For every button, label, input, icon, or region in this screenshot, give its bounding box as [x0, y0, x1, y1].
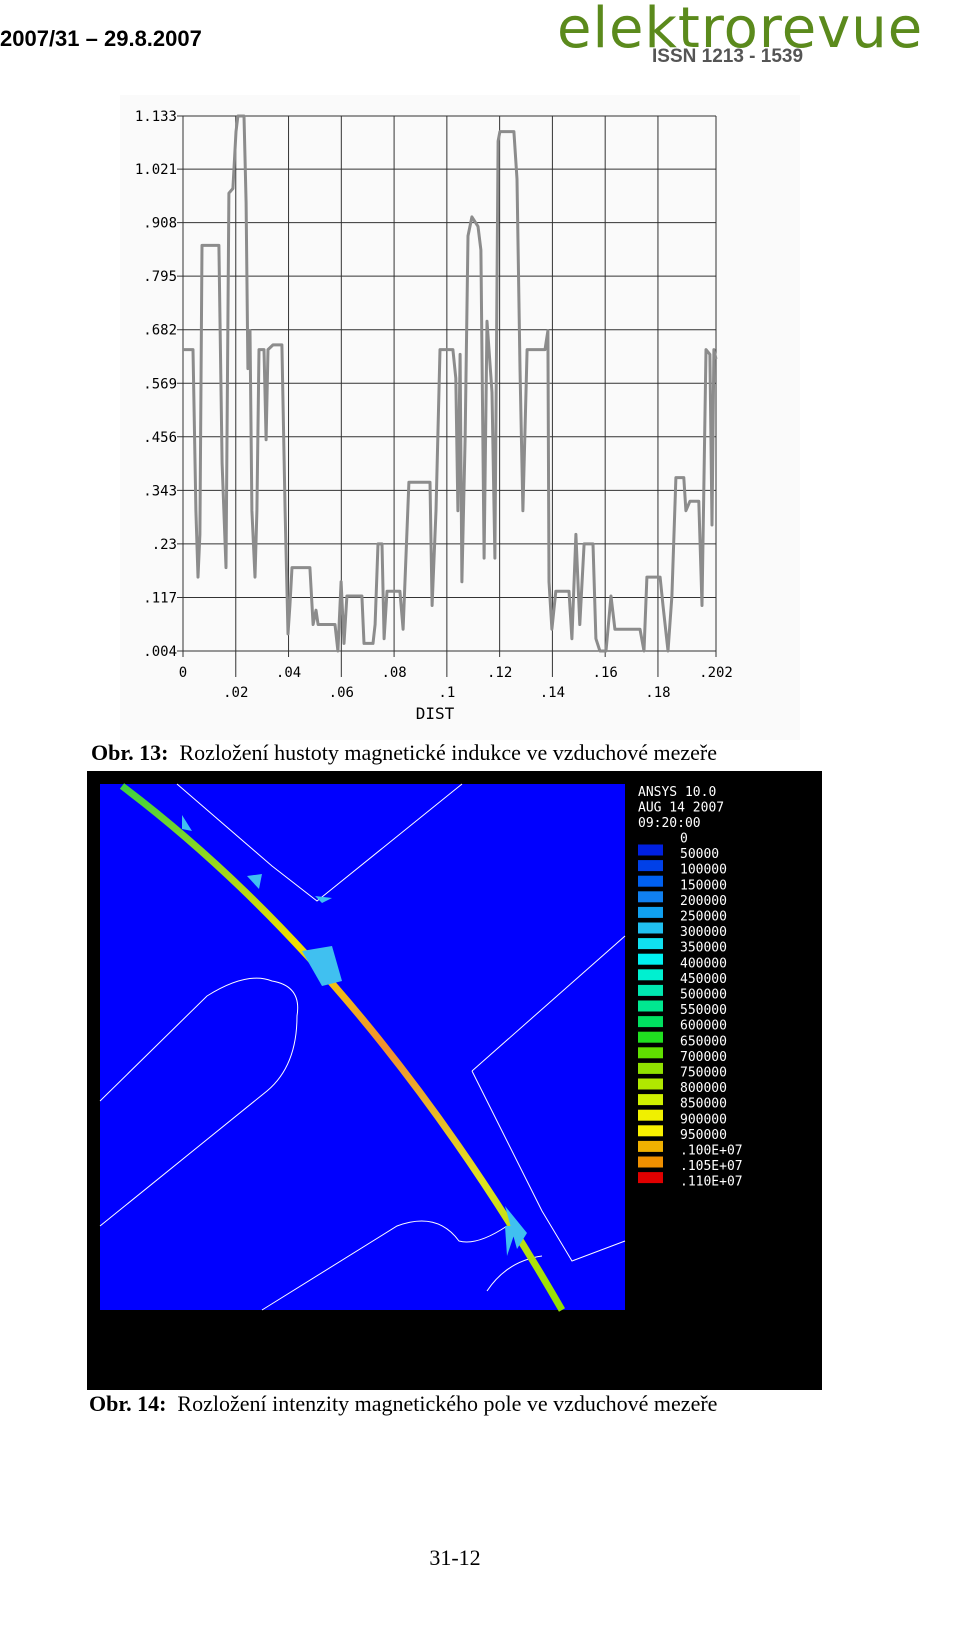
legend-swatch — [638, 1094, 663, 1106]
data-line — [183, 114, 718, 653]
legend-label: 850000 — [680, 1097, 727, 1112]
x-axis-label: DIST — [416, 704, 455, 723]
plot-info: 09:20:00 — [638, 816, 701, 831]
legend-swatch — [638, 875, 663, 887]
legend-swatch — [638, 1156, 663, 1168]
plot-info: AUG 14 2007 — [638, 801, 724, 816]
legend-label: 200000 — [680, 894, 727, 909]
legend-swatch — [638, 1000, 663, 1012]
legend-swatch — [638, 860, 663, 872]
legend-swatch — [638, 969, 663, 981]
caption-label: Obr. 14: — [89, 1391, 167, 1416]
legend-label: 400000 — [680, 956, 727, 971]
caption-text: Rozložení hustoty magnetické indukce ve … — [179, 740, 717, 765]
legend-swatch — [638, 938, 663, 950]
y-tick-label: .456 — [143, 430, 177, 446]
logo: elektrorevue — [557, 0, 924, 61]
caption-13: Obr. 13: Rozložení hustoty magnetické in… — [91, 740, 717, 766]
x-tick-label: .16 — [593, 665, 618, 681]
caption-14: Obr. 14: Rozložení intenzity magnetickéh… — [89, 1391, 717, 1417]
x-tick-label: .04 — [276, 665, 301, 681]
legend-label: 600000 — [680, 1019, 727, 1034]
legend-label: 500000 — [680, 988, 727, 1003]
x-tick-label: .12 — [487, 665, 512, 681]
y-tick-label: .569 — [143, 376, 177, 392]
legend-swatch — [638, 906, 663, 918]
y-tick-label: .117 — [143, 590, 177, 606]
x-tick-label: .14 — [540, 685, 565, 701]
legend-swatch — [638, 1125, 663, 1137]
y-tick-label: .795 — [143, 269, 177, 285]
plot-info: ANSYS 10.0 — [638, 785, 716, 800]
legend-swatch — [638, 922, 663, 934]
legend-label: 950000 — [680, 1128, 727, 1143]
issn: ISSN 1213 - 1539 — [652, 46, 804, 67]
x-tick-label: .202 — [699, 665, 733, 681]
x-tick-label: .02 — [223, 685, 248, 701]
legend-label: 50000 — [680, 847, 719, 862]
legend-swatch — [638, 844, 663, 856]
legend-label: 550000 — [680, 1003, 727, 1018]
x-tick-label: .08 — [381, 665, 406, 681]
legend-label: 100000 — [680, 863, 727, 878]
air-gap — [119, 783, 566, 1312]
legend-swatch — [638, 953, 663, 965]
x-tick-label: 0 — [179, 665, 187, 681]
legend-swatch — [638, 891, 663, 903]
legend-swatch — [638, 1078, 663, 1090]
legend-label: 750000 — [680, 1066, 727, 1081]
legend-swatch — [638, 984, 663, 996]
legend-swatch — [638, 1172, 663, 1184]
legend-swatch — [638, 1062, 663, 1074]
y-tick-label: 1.133 — [135, 109, 177, 125]
x-tick-label: .1 — [438, 685, 455, 701]
legend-label: 450000 — [680, 972, 727, 987]
legend-swatch — [638, 1140, 663, 1152]
x-tick-label: .06 — [329, 685, 354, 701]
legend-label: 150000 — [680, 878, 727, 893]
legend-swatch — [638, 1031, 663, 1043]
y-tick-label: .682 — [143, 323, 177, 339]
caption-label: Obr. 13: — [91, 740, 169, 765]
legend-swatch — [638, 1109, 663, 1121]
legend-label: 900000 — [680, 1112, 727, 1127]
legend-label: 0 — [680, 832, 688, 847]
flux-concentrations — [182, 815, 527, 1256]
legend-label: .110E+07 — [680, 1175, 743, 1190]
x-tick-label: .18 — [645, 685, 670, 701]
geometry-lines — [99, 783, 626, 1311]
chart: DIST .004 .117 .23 .343 .456 .569 .682 .795 .908… — [120, 95, 800, 740]
issue: 2007/31 – 29.8.2007 — [0, 26, 202, 51]
y-tick-label: .004 — [143, 644, 177, 660]
y-tick-label: .23 — [152, 537, 177, 553]
legend-label: 700000 — [680, 1050, 727, 1065]
legend-label: 800000 — [680, 1081, 727, 1096]
legend-swatch — [638, 1016, 663, 1028]
page-number: 31-12 — [429, 1545, 481, 1570]
legend-label: 250000 — [680, 910, 727, 925]
legend-label: 650000 — [680, 1034, 727, 1049]
legend-label: 300000 — [680, 925, 727, 940]
y-tick-label: .908 — [143, 216, 177, 232]
y-tick-label: .343 — [143, 483, 177, 499]
y-tick-label: 1.021 — [135, 162, 177, 178]
legend-label: .105E+07 — [680, 1159, 743, 1174]
legend-label: 350000 — [680, 941, 727, 956]
caption-text: Rozložení intenzity magnetického pole ve… — [177, 1391, 718, 1416]
field-area — [100, 784, 625, 1310]
legend-label: .100E+07 — [680, 1144, 743, 1159]
legend-swatch — [638, 1047, 663, 1059]
